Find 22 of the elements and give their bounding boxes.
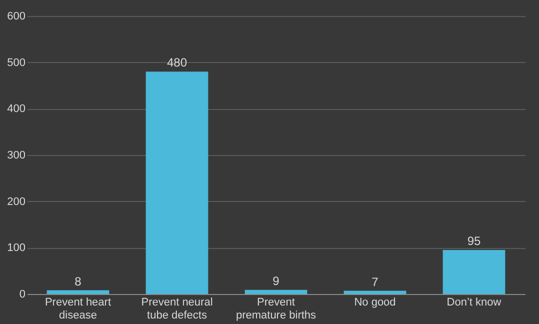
y-tick-label: 600 [7,10,26,22]
data-label: 95 [467,234,482,248]
x-tick-label: Prevent neural tube defects [141,296,213,322]
y-tick-label: 200 [7,196,26,208]
bar [46,290,110,294]
y-tick-label: 300 [7,150,26,162]
y-tick-label: 0 [19,288,26,300]
y-tick-label: 400 [7,103,26,116]
y-tick-label: 500 [7,56,26,69]
data-label: 9 [272,274,280,288]
bar [244,290,308,294]
data-label: 480 [166,56,188,70]
x-tick-label: Prevent heart disease [44,296,112,322]
bar [442,250,506,294]
x-tick-label: Don’t know [446,296,502,308]
data-label: 7 [372,274,379,289]
x-tick-label: Prevent premature births [236,296,317,322]
data-label: 8 [74,274,82,288]
bar [344,290,406,294]
x-tick-label: No good [354,296,396,308]
bar [146,72,208,294]
y-tick-label: 100 [7,242,26,254]
